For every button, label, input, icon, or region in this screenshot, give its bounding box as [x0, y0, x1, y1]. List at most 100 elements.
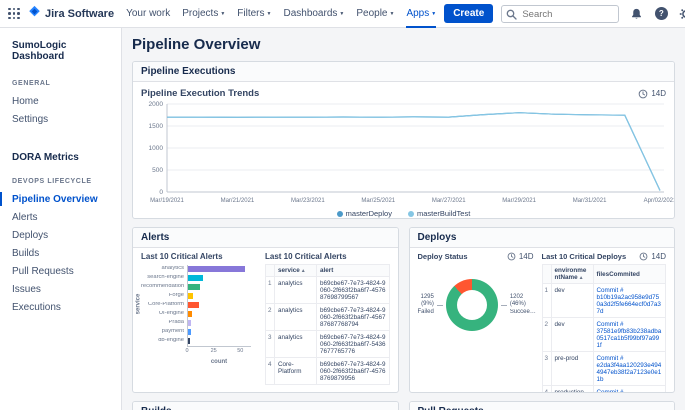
svg-text:500: 500 — [152, 167, 163, 174]
deploys-card: Deploys Deploy Status 14D 1295 (9%) — [408, 227, 675, 393]
commit-link[interactable]: Commit #37581e9fb83b238adba0517ca1b5f99b… — [596, 320, 662, 349]
alerts-table: service▲ alert 1 analytics b69cbe67-7e73… — [265, 264, 390, 385]
legend-dot — [407, 210, 414, 217]
pipeline-trends-title: Pipeline Execution Trends — [141, 88, 260, 99]
sidebar: SumoLogic Dashboard GENERAL Home Setting… — [0, 28, 122, 410]
svg-text:1500: 1500 — [149, 123, 164, 130]
svg-text:0: 0 — [159, 189, 163, 196]
table-row: 1 dev Commit # b10b19a2ac958e9d750a3d2f5f… — [541, 283, 666, 318]
create-button[interactable]: Create — [444, 4, 494, 23]
deploys-col-index — [541, 264, 552, 284]
chevron-down-icon: ▼ — [389, 11, 395, 17]
deploy-status-title: Deploy Status — [417, 252, 468, 261]
pipeline-range-chip[interactable]: 14D — [638, 89, 666, 99]
sidebar-item-issues[interactable]: Issues — [12, 283, 41, 295]
sidebar-item-alerts[interactable]: Alerts — [12, 211, 38, 223]
deploys-table-range-chip[interactable]: 14D — [639, 252, 666, 261]
alerts-header: Alerts — [133, 228, 398, 248]
deploys-header: Deploys — [409, 228, 674, 248]
sidebar-section-devops-lifecycle: DEVOPS LIFECYCLE — [12, 178, 92, 185]
donut-connector — [500, 304, 507, 306]
nav-filters[interactable]: Filters ▼ — [237, 8, 272, 19]
alerts-card: Alerts Last 10 Critical Alerts service a… — [132, 227, 399, 393]
topbar: Jira Software Your work Projects ▼ Filter… — [0, 0, 685, 28]
chart-legend: masterDeploy masterBuildTest — [141, 209, 666, 218]
clock-icon — [639, 252, 648, 261]
chevron-down-icon: ▼ — [266, 11, 272, 17]
deploys-col-files-commited[interactable]: filesCommited — [592, 264, 666, 284]
settings-gear-icon[interactable] — [678, 6, 685, 22]
sidebar-item-dora-metrics[interactable]: DORA Metrics — [12, 151, 79, 163]
deploy-status-donut — [445, 279, 498, 331]
alerts-table-title: Last 10 Critical Alerts — [265, 252, 347, 261]
table-row: 2 dev Commit #37581e9fb83b238adba0517ca1… — [541, 317, 666, 352]
donut-hole — [456, 290, 487, 320]
alerts-col-alert[interactable]: alert — [316, 264, 390, 277]
search-icon — [506, 7, 517, 25]
sidebar-item-pull-requests[interactable]: Pull Requests — [12, 265, 74, 277]
pipeline-executions-card: Pipeline Executions Pipeline Execution T… — [132, 61, 675, 219]
nav-projects[interactable]: Projects ▼ — [182, 8, 226, 19]
alerts-bar-chart: analytics search-engine recommendation Forg… — [141, 265, 257, 365]
sort-asc-icon: ▲ — [578, 275, 584, 281]
legend-master-deploy[interactable]: masterDeploy — [336, 209, 392, 218]
brand-name: Jira Software — [45, 7, 115, 20]
alerts-col-index — [265, 264, 275, 277]
chevron-down-icon: ▼ — [431, 11, 437, 17]
pull-requests-card: Pull Requests — [408, 401, 675, 410]
pull-requests-header: Pull Requests — [409, 402, 674, 410]
donut-label-failed: 1295 (9%) Failed — [417, 293, 434, 315]
pipeline-executions-header: Pipeline Executions — [133, 62, 674, 82]
sidebar-item-pipeline-overview[interactable]: Pipeline Overview — [0, 190, 113, 208]
deploys-col-environment[interactable]: environmentName▲ — [550, 264, 594, 284]
commit-link[interactable]: Commit # b10b19a2ac958e9d750a3d2f5fe664ec… — [596, 286, 661, 315]
commit-link[interactable]: Commit #d2b039fb1fe4050040cd5d96cfe0d1f0 — [596, 388, 624, 393]
clock-icon — [638, 89, 648, 98]
topbar-right: ? AB — [501, 4, 685, 24]
builds-card: Builds — [132, 401, 399, 410]
deploy-status-range-chip[interactable]: 14D — [507, 252, 534, 261]
jira-brand[interactable]: Jira Software — [28, 5, 114, 23]
jira-logo-icon — [28, 5, 41, 23]
svg-text:2000: 2000 — [149, 101, 164, 108]
svg-text:1000: 1000 — [149, 145, 164, 152]
legend-master-build-test[interactable]: masterBuildTest — [407, 209, 470, 218]
alerts-chart-title: Last 10 Critical Alerts — [141, 252, 223, 261]
alerts-col-service[interactable]: service▲ — [274, 264, 317, 277]
table-row: 3 pre-prod Commit # e2da3f4aa120293e49449… — [541, 351, 666, 386]
sidebar-item-settings[interactable]: Settings — [12, 113, 49, 125]
app-switcher-icon[interactable] — [8, 7, 20, 20]
dashboard-title: SumoLogic Dashboard — [12, 40, 67, 62]
chevron-down-icon: ▼ — [339, 11, 345, 17]
nav-apps[interactable]: Apps ▼ — [406, 0, 436, 28]
notifications-bell-icon[interactable] — [628, 6, 644, 22]
builds-header: Builds — [133, 402, 398, 410]
sidebar-item-executions[interactable]: Executions — [12, 301, 61, 313]
sidebar-item-home[interactable]: Home — [12, 95, 39, 107]
deploys-table: environmentName▲ filesCommited 1 dev Com… — [541, 264, 667, 393]
pipeline-trends-xlabels: Mar/19/2021 Mar/21/2021 Mar/23/2021 Mar/25/… — [150, 198, 675, 204]
table-row: 1 analytics b69cbe67-7e73-4824-9060-2f66… — [265, 276, 390, 304]
help-icon[interactable]: ? — [653, 6, 669, 22]
main-nav: Your work Projects ▼ Filters ▼ Dashboards ▼… — [126, 0, 436, 28]
deploy-status-chart: 1295 (9%) Failed 1202 (46%) Succeeded — [417, 279, 538, 331]
deploys-table-title: Last 10 Critical Deploys — [541, 252, 627, 261]
legend-dot — [336, 210, 343, 217]
donut-connector — [436, 304, 443, 306]
sidebar-item-deploys[interactable]: Deploys — [12, 229, 49, 241]
search-box — [501, 4, 620, 25]
main-content: Pipeline Overview Pipeline Executions Pi… — [122, 28, 685, 410]
nav-dashboards[interactable]: Dashboards ▼ — [283, 8, 345, 19]
nav-people[interactable]: People ▼ — [356, 8, 395, 19]
sidebar-section-general: GENERAL — [12, 80, 51, 87]
sidebar-item-builds[interactable]: Builds — [12, 247, 40, 259]
pipeline-trends-chart: 0 500 1000 1500 2000 — [141, 101, 666, 197]
donut-label-succeeded: 1202 (46%) Succeeded — [509, 293, 538, 315]
table-row: 3 analytics b69cbe67-7e73-4824-9060-2f66… — [265, 330, 390, 358]
search-input[interactable] — [501, 5, 620, 24]
commit-link[interactable]: Commit # e2da3f4aa120293e4944947eb38f2a71… — [596, 354, 662, 383]
clock-icon — [507, 252, 516, 261]
table-row: 2 analytics b69cbe67-7e73-4824-9060-2f66… — [265, 303, 390, 331]
nav-your-work[interactable]: Your work — [126, 8, 171, 19]
table-row: 4 Core-Platform b69cbe67-7e73-4824-9060-… — [265, 357, 390, 385]
